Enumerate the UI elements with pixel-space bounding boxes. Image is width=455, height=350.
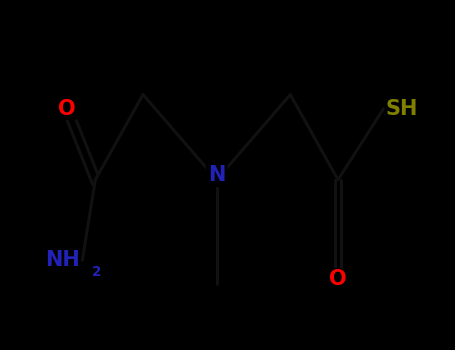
- Text: O: O: [58, 99, 76, 119]
- Text: N: N: [208, 165, 225, 185]
- Text: O: O: [329, 269, 347, 289]
- Text: NH: NH: [46, 250, 80, 270]
- Text: SH: SH: [386, 99, 418, 119]
- Text: 2: 2: [91, 265, 101, 279]
